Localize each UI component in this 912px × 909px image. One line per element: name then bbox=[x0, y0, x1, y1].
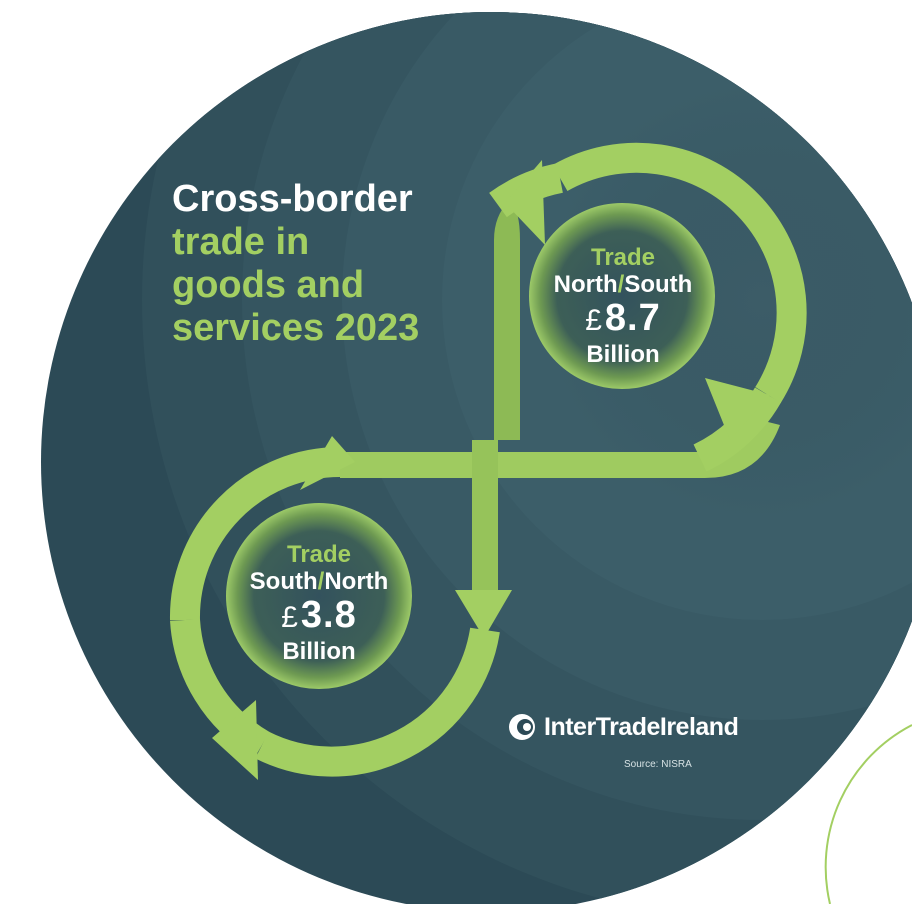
sn-currency: £ bbox=[281, 601, 299, 634]
arrow-head-down bbox=[455, 590, 512, 638]
south-north-trade-label: Trade South/North £3.8 Billion bbox=[228, 541, 410, 666]
ns-amount: £8.7 bbox=[532, 298, 714, 341]
source-note: Source: NISRA bbox=[624, 759, 692, 770]
decorative-outline-arc bbox=[824, 724, 912, 905]
title-line-2: trade in bbox=[172, 221, 310, 263]
connector-arrows bbox=[340, 200, 780, 602]
north-south-trade-label: Trade North/South £8.7 Billion bbox=[532, 244, 714, 369]
logo-wordmark: InterTradeIreland bbox=[544, 712, 739, 741]
ns-unit: Billion bbox=[586, 341, 660, 368]
intertradeireland-swirl-icon bbox=[508, 713, 536, 741]
arrow-head-right bbox=[705, 378, 770, 440]
north-south-loop bbox=[489, 142, 807, 472]
ns-currency: £ bbox=[585, 304, 603, 337]
sn-direction-from: South bbox=[249, 568, 318, 595]
sn-trade-heading: Trade bbox=[286, 541, 352, 568]
sn-amount-value: 3.8 bbox=[300, 594, 357, 636]
sn-direction-separator: / bbox=[317, 568, 325, 595]
ns-direction-from: North bbox=[553, 271, 618, 298]
sn-amount: £3.8 bbox=[228, 595, 410, 638]
infographic-title: Cross-border trade in goods and services… bbox=[172, 178, 419, 350]
title-line-1: Cross-border bbox=[172, 178, 413, 220]
title-line-4: services 2023 bbox=[172, 307, 420, 349]
sn-direction-to: North bbox=[324, 568, 389, 595]
arrow-head-top-left bbox=[505, 160, 545, 245]
arrow-head-bottom-left bbox=[212, 700, 258, 780]
ns-direction-to: South bbox=[624, 271, 693, 298]
ns-trade-heading: Trade bbox=[590, 244, 656, 271]
sn-direction: South/North bbox=[228, 568, 410, 595]
ns-amount-value: 8.7 bbox=[604, 297, 661, 339]
intertradeireland-logo-graphic bbox=[509, 714, 535, 740]
intertradeireland-logo: InterTradeIreland bbox=[508, 712, 739, 742]
north-south-bubble bbox=[529, 203, 715, 389]
arrow-head-mid-left bbox=[300, 436, 355, 490]
title-line-3: goods and bbox=[172, 264, 365, 306]
ns-direction-separator: / bbox=[617, 271, 625, 298]
south-north-bubble bbox=[226, 503, 412, 689]
south-north-loop bbox=[169, 436, 512, 780]
ns-direction: North/South bbox=[532, 271, 714, 298]
sn-unit: Billion bbox=[282, 638, 356, 665]
